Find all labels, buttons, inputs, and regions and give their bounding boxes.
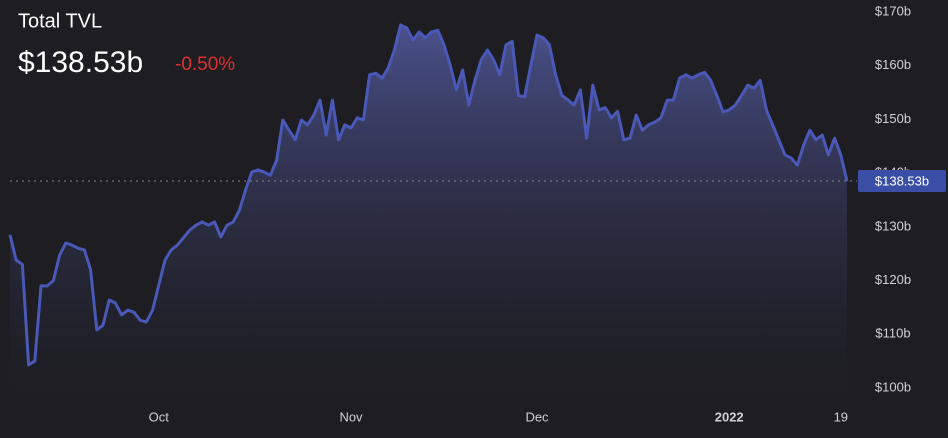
y-tick-label: $100b: [875, 379, 911, 394]
current-value: $138.53b: [18, 46, 143, 79]
x-tick-label: Oct: [149, 409, 170, 424]
chart-title: Total TVL: [18, 10, 102, 32]
x-tick-label: Nov: [339, 409, 363, 424]
area-fill: [10, 24, 847, 401]
y-tick-label: $120b: [875, 272, 911, 287]
y-tick-label: $170b: [875, 3, 911, 18]
change: -0.50%: [175, 54, 235, 75]
line: [8, 23, 849, 367]
x-tick-label: Dec: [525, 409, 549, 424]
y-tick-label: $130b: [875, 218, 911, 233]
x-tick-label: 19: [834, 409, 848, 424]
y-tick-label: $160b: [875, 57, 911, 72]
y-tick-label: $150b: [875, 111, 911, 126]
y-tick-label: $110b: [875, 326, 910, 341]
current-label: $138.53b: [875, 173, 929, 188]
plot: [8, 23, 849, 401]
x-tick-label: 2022: [715, 409, 744, 424]
current-box: [858, 170, 946, 193]
